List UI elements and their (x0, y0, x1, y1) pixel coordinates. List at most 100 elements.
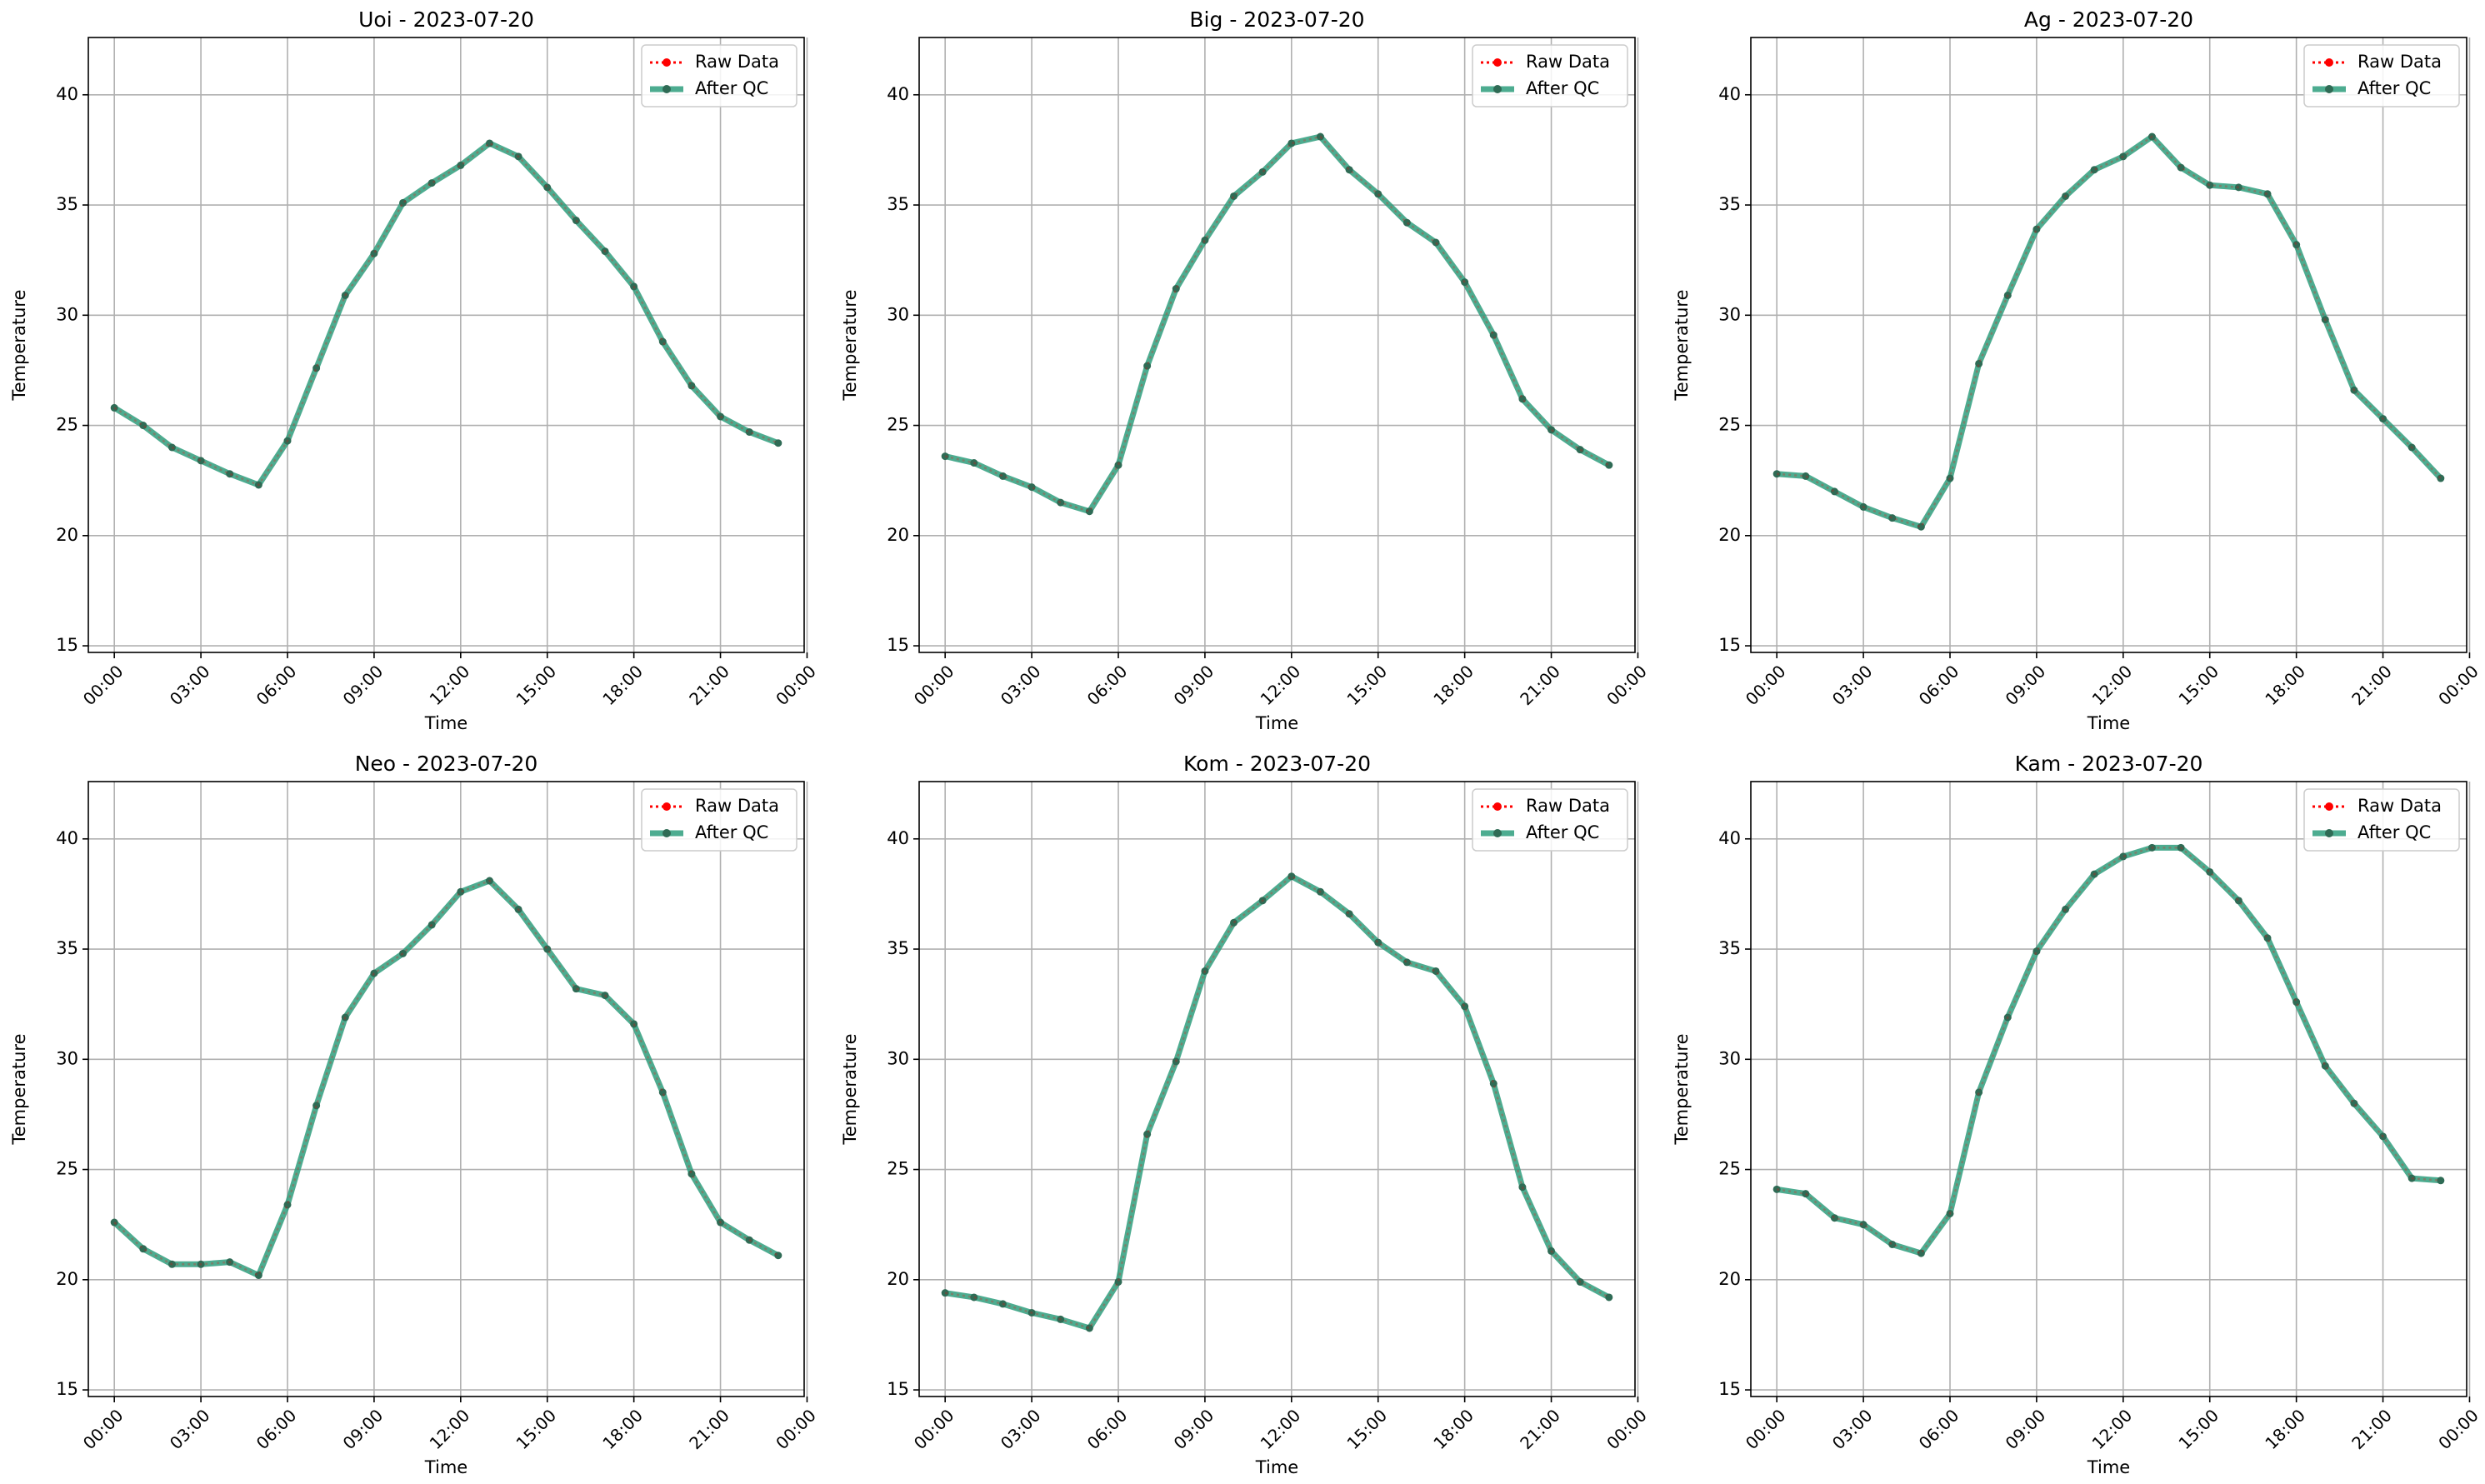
series-line-raw-data (113, 142, 779, 487)
y-tick-label: 35 (1718, 194, 1741, 214)
point-after-qc (1576, 1277, 1584, 1286)
series-line-after-qc (944, 133, 1611, 515)
point-after-qc (2032, 947, 2041, 956)
point-after-qc (658, 337, 667, 346)
y-tick-label: 35 (1718, 938, 1741, 958)
x-tick-label: 09:00 (339, 661, 388, 709)
point-after-qc (2379, 415, 2388, 423)
point-after-qc (1946, 474, 1954, 482)
point-after-qc (370, 249, 378, 257)
point-after-qc (1143, 1130, 1152, 1138)
point-after-qc (1461, 278, 1469, 287)
legend-label-raw-data: Raw Data (2358, 52, 2442, 72)
point-after-qc (2119, 852, 2128, 861)
x-tick-label: 06:00 (1083, 1405, 1132, 1453)
point-after-qc (2119, 152, 2128, 161)
y-tick-label: 40 (887, 84, 909, 104)
point-after-qc (1345, 166, 1353, 174)
x-tick-label: 06:00 (252, 661, 301, 709)
series-line-after-qc (112, 140, 780, 488)
y-tick-label: 25 (56, 1159, 78, 1179)
point-after-qc (110, 1218, 118, 1227)
point-after-qc (254, 481, 262, 489)
y-tick-label: 20 (56, 525, 78, 545)
point-after-qc (998, 472, 1007, 480)
point-after-qc (485, 877, 493, 885)
x-tick-label: 21:00 (2348, 1405, 2396, 1453)
y-tick-label: 15 (1718, 1379, 1741, 1399)
x-tick-label: 06:00 (252, 1405, 301, 1453)
point-after-qc (1605, 1293, 1613, 1302)
legend: Raw Data After QC (1472, 44, 1628, 107)
point-after-qc (1402, 218, 1411, 227)
point-after-qc (774, 439, 782, 447)
legend-marker-raw-data (2325, 58, 2333, 67)
y-axis-label: Temperature (1672, 289, 1692, 401)
x-tick-label: 09:00 (2002, 1405, 2050, 1453)
point-after-qc (1518, 395, 1527, 403)
point-after-qc (370, 969, 378, 977)
x-tick-label: 21:00 (2348, 661, 2396, 709)
y-tick-label: 30 (56, 304, 78, 324)
x-tick-label: 09:00 (2002, 661, 2050, 709)
point-after-qc (2032, 225, 2041, 233)
x-tick-label: 21:00 (685, 661, 733, 709)
point-after-qc (2234, 897, 2242, 905)
x-tick-label: 15:00 (512, 661, 560, 709)
point-after-qc (745, 427, 753, 436)
point-after-qc (1230, 918, 1238, 927)
point-after-qc (658, 1088, 667, 1097)
point-after-qc (1946, 1209, 1954, 1217)
point-after-qc (1432, 238, 1440, 247)
point-after-qc (2234, 183, 2242, 192)
point-after-qc (2437, 474, 2445, 482)
point-after-qc (139, 422, 148, 430)
point-after-qc (1802, 472, 1810, 480)
point-after-qc (2321, 1062, 2329, 1070)
legend-marker-after-qc (2325, 829, 2333, 837)
x-axis-label: Time (1255, 1457, 1298, 1477)
axes-frame (918, 37, 1636, 653)
point-after-qc (2437, 1177, 2445, 1185)
point-after-qc (1316, 132, 1324, 141)
point-after-qc (428, 179, 436, 187)
point-after-qc (1143, 362, 1152, 370)
point-after-qc (312, 364, 321, 372)
y-tick-label: 15 (887, 1379, 909, 1399)
x-tick-label: 03:00 (166, 1405, 214, 1453)
legend-label-after-qc: After QC (2358, 822, 2431, 842)
y-tick-label: 30 (56, 1048, 78, 1068)
subplot-0: 00:00 03:00 06:00 09:00 12:00 15:00 18:00 21:00… (9, 7, 820, 733)
point-after-qc (998, 1300, 1007, 1308)
point-after-qc (1374, 190, 1382, 198)
x-tick-label: 06:00 (1915, 661, 1963, 709)
subplot-3: 00:00 03:00 06:00 09:00 12:00 15:00 18:00 21:00… (9, 752, 820, 1477)
point-after-qc (283, 1201, 292, 1209)
x-axis-label: Time (424, 1457, 468, 1477)
legend-marker-raw-data (1493, 58, 1502, 67)
x-tick-label: 21:00 (1516, 1405, 1564, 1453)
series-line-after-qc (1776, 844, 2442, 1257)
subplot-2: 00:00 03:00 06:00 09:00 12:00 15:00 18:00 21:00… (1672, 7, 2482, 733)
point-after-qc (1859, 1221, 1868, 1229)
x-tick-label: 18:00 (1429, 661, 1478, 709)
y-axis-label: Temperature (9, 1033, 29, 1145)
y-tick-label: 15 (56, 635, 78, 655)
y-tick-label: 25 (887, 415, 909, 435)
chart-title: Neo - 2023-07-20 (355, 752, 538, 776)
legend-label-after-qc: After QC (695, 822, 768, 842)
point-after-qc (2062, 192, 2070, 200)
series-line-raw-data (1777, 135, 2442, 528)
point-after-qc (1917, 522, 1925, 531)
x-tick-label: 18:00 (1429, 1405, 1478, 1453)
point-after-qc (630, 1020, 638, 1028)
x-tick-label: 18:00 (598, 1405, 647, 1453)
point-after-qc (226, 470, 234, 478)
x-tick-label: 00:00 (79, 1405, 128, 1453)
subplot-4: 00:00 03:00 06:00 09:00 12:00 15:00 18:00 21:00… (840, 752, 1651, 1477)
y-tick-label: 20 (56, 1269, 78, 1289)
point-after-qc (1917, 1249, 1925, 1257)
x-tick-label: 12:00 (2088, 1405, 2137, 1453)
y-tick-label: 40 (1718, 84, 1741, 104)
